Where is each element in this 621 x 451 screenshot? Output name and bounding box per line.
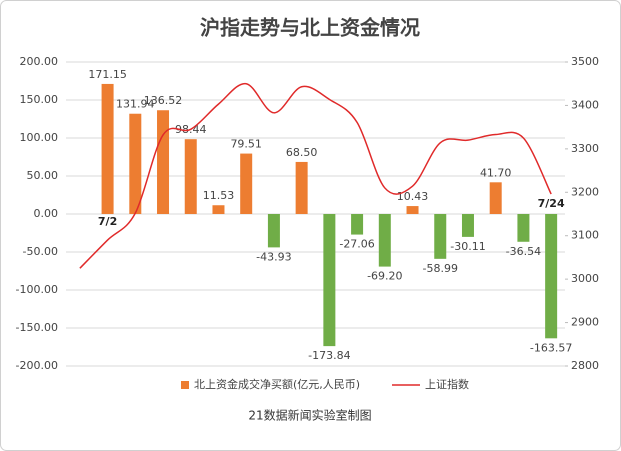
y2-tick-label: 3300 bbox=[571, 142, 599, 155]
footer: 21数据新闻实验室制图 bbox=[248, 408, 371, 423]
y-tick-label: 200.00 bbox=[20, 55, 59, 68]
bar bbox=[295, 161, 308, 214]
y-tick-label: 50.00 bbox=[27, 169, 59, 182]
data-label: 11.53 bbox=[203, 189, 235, 202]
data-label: 68.50 bbox=[286, 146, 318, 159]
data-label: -30.11 bbox=[450, 240, 485, 253]
bar bbox=[378, 214, 391, 267]
y2-tick-label: 3100 bbox=[571, 229, 599, 242]
y2-tick-label: 3500 bbox=[571, 55, 599, 68]
bar bbox=[129, 113, 142, 214]
data-label: -173.84 bbox=[308, 349, 350, 362]
bar bbox=[434, 214, 447, 259]
data-label: -58.99 bbox=[423, 262, 458, 275]
y2-tick-label: 3400 bbox=[571, 98, 599, 111]
chart-title: 沪指走势与北上资金情况 bbox=[200, 16, 420, 40]
y-tick-label: -50.00 bbox=[23, 245, 58, 258]
legend-swatch bbox=[181, 381, 189, 389]
bar bbox=[461, 214, 474, 237]
y-tick-label: 100.00 bbox=[20, 131, 59, 144]
bar bbox=[157, 110, 170, 214]
data-label: -36.54 bbox=[506, 245, 541, 258]
data-label: 79.51 bbox=[230, 138, 262, 151]
bar bbox=[406, 206, 419, 214]
data-label: -27.06 bbox=[339, 238, 374, 251]
data-label: 136.52 bbox=[144, 94, 183, 107]
line bbox=[79, 82, 552, 269]
data-label: -69.20 bbox=[367, 270, 402, 283]
y-tick-label: 150.00 bbox=[20, 93, 59, 106]
bar bbox=[240, 153, 253, 214]
y-tick-label: -100.00 bbox=[16, 283, 58, 296]
bar bbox=[323, 214, 336, 347]
bar bbox=[267, 214, 280, 248]
y2-tick-label: 3200 bbox=[571, 185, 599, 198]
y-tick-label: -150.00 bbox=[16, 321, 58, 334]
y2-tick-label: 2900 bbox=[571, 316, 599, 329]
legend-label: 上证指数 bbox=[425, 377, 469, 391]
bar bbox=[212, 205, 225, 214]
bar bbox=[489, 182, 502, 214]
x-tick-label: 7/24 bbox=[538, 197, 565, 210]
legend-label: 北上资金成交净买额(亿元,人民币) bbox=[194, 377, 360, 391]
data-label: -163.57 bbox=[530, 341, 572, 354]
y-tick-label: 0.00 bbox=[34, 207, 59, 220]
bar bbox=[351, 214, 364, 235]
data-label: 171.15 bbox=[88, 68, 127, 81]
bar bbox=[184, 139, 197, 214]
data-label: 131.94 bbox=[116, 98, 155, 111]
y2-tick-label: 2800 bbox=[571, 359, 599, 372]
y2-tick-label: 3000 bbox=[571, 272, 599, 285]
bar bbox=[101, 83, 114, 215]
data-label: -43.93 bbox=[256, 250, 291, 263]
data-label: 41.70 bbox=[480, 166, 512, 179]
bar bbox=[517, 214, 530, 242]
y-tick-label: -200.00 bbox=[16, 359, 58, 372]
bar bbox=[545, 214, 558, 339]
data-label: 10.43 bbox=[397, 190, 429, 203]
x-tick-label: 7/2 bbox=[98, 215, 117, 228]
